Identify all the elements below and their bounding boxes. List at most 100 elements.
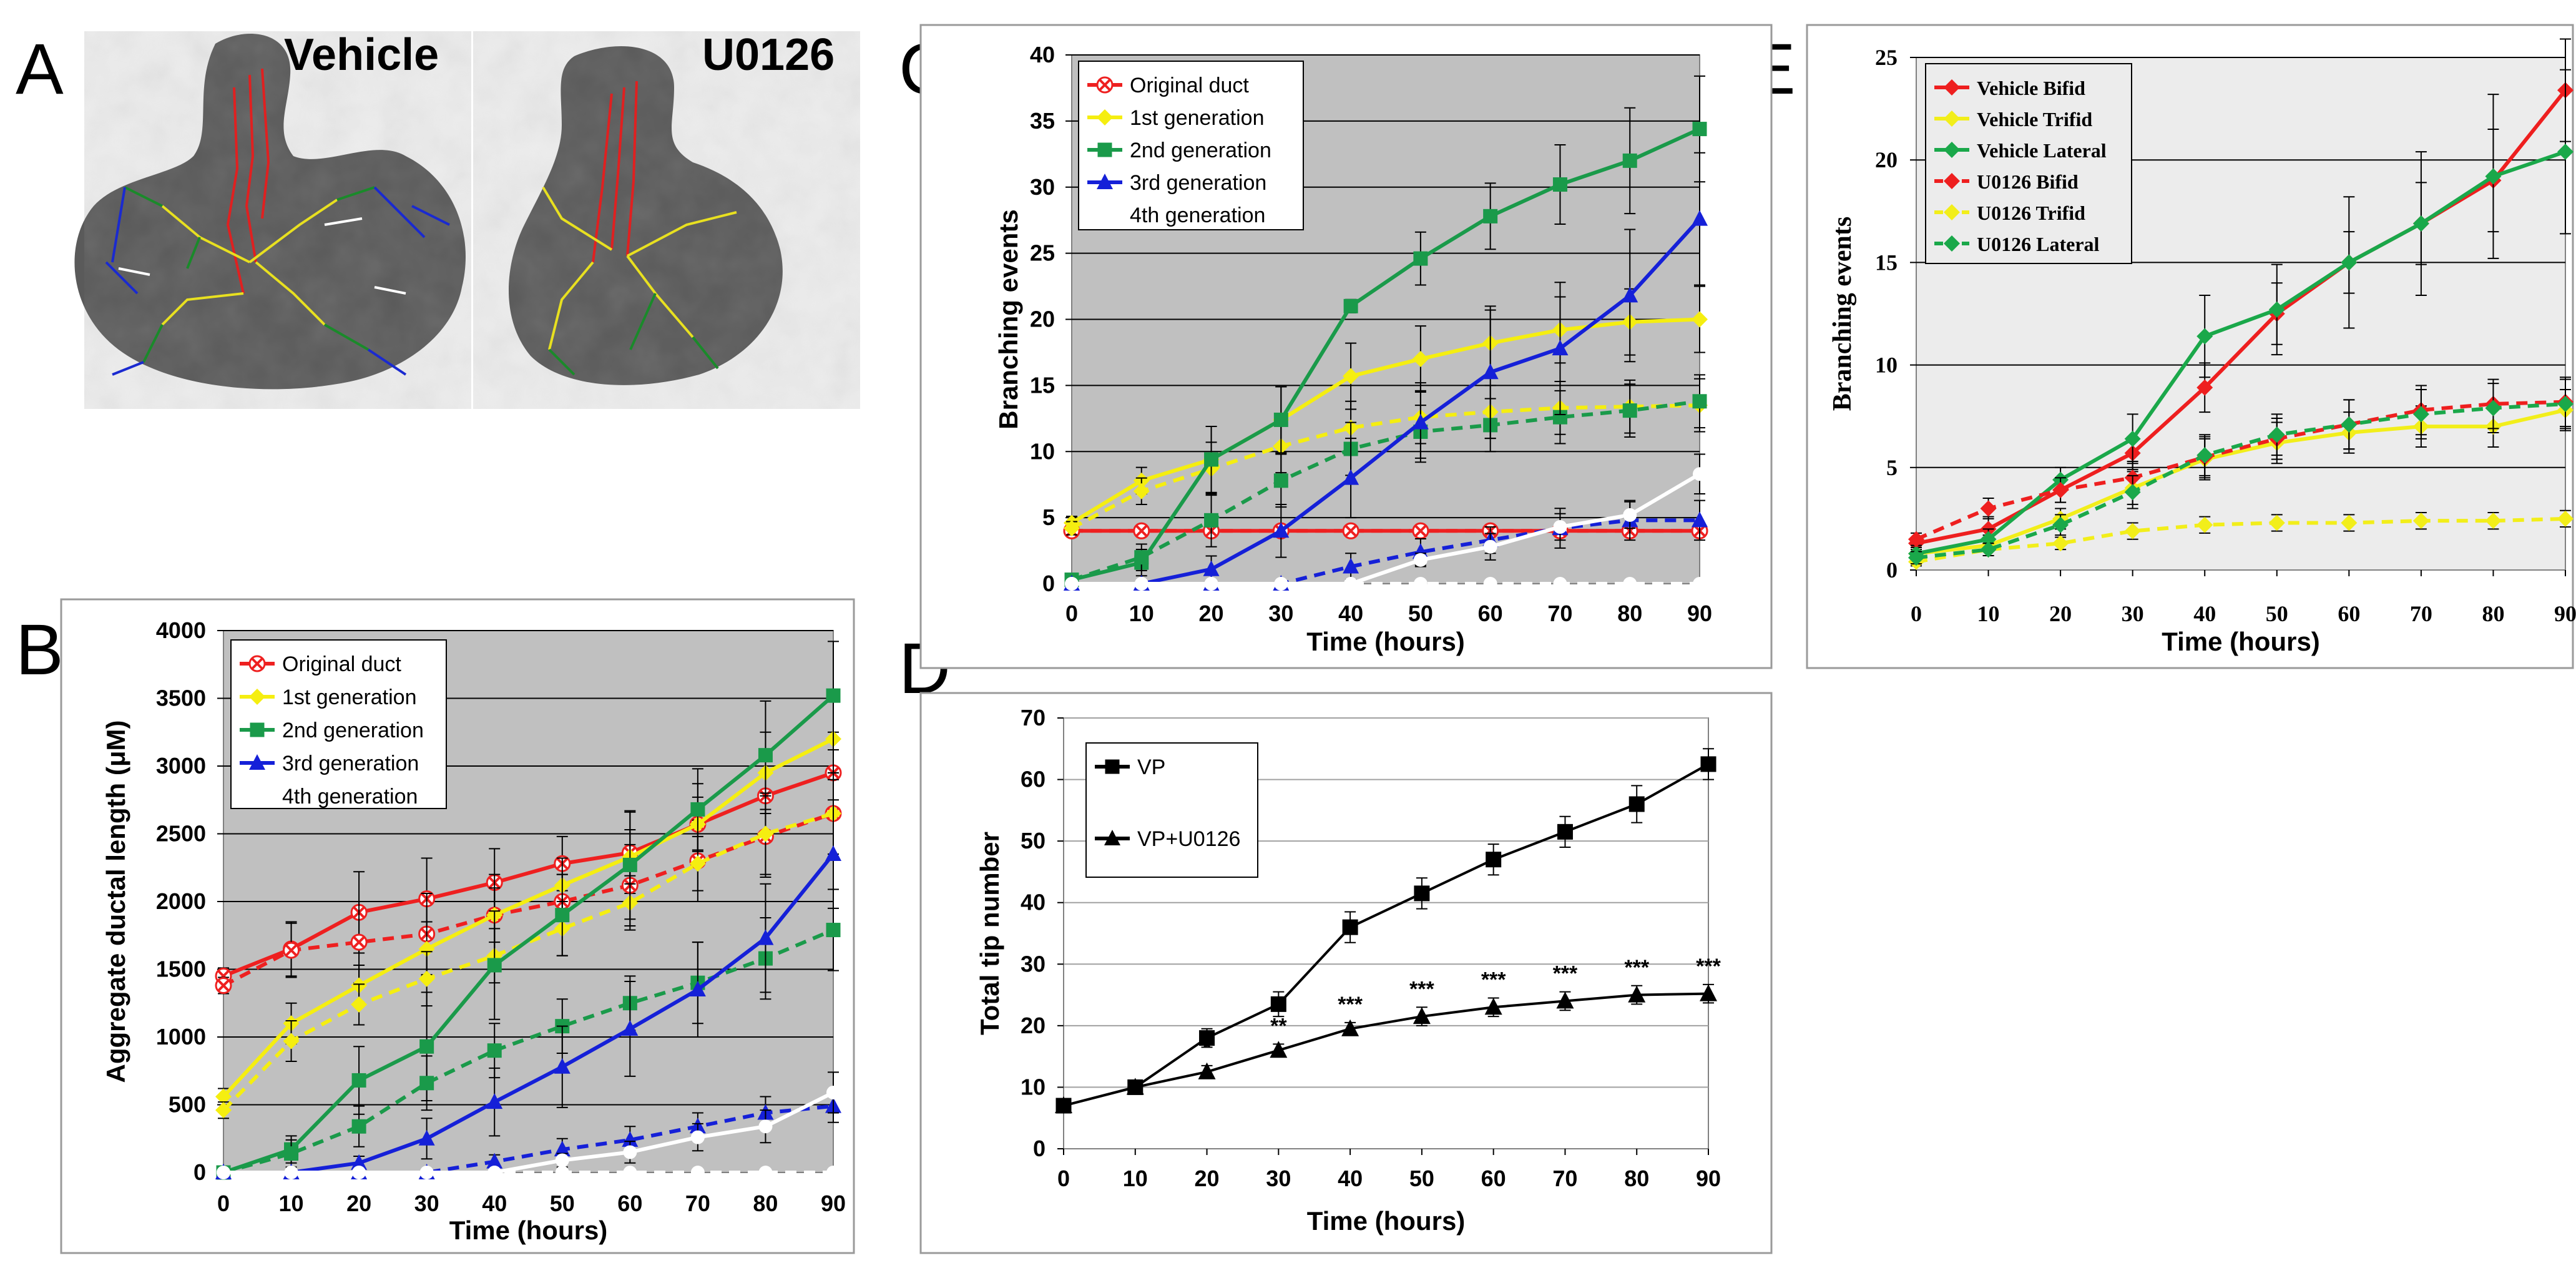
y-tick-label-1500: 1500 <box>156 956 206 982</box>
series-2nd-generation-u0126-err-40 <box>1345 421 1357 476</box>
y-axis-label: Branching events <box>994 209 1023 429</box>
series-2nd-generation-vehicle-line <box>223 694 835 1174</box>
x-tick-label-10: 10 <box>1129 601 1154 626</box>
series-1st-generation-vehicle-err-40 <box>1345 342 1357 410</box>
series-1st-generation-u0126-err-30 <box>421 951 433 1007</box>
series-2nd-generation-u0126-err-30 <box>1275 453 1287 508</box>
series-2nd-generation-vehicle-err-20 <box>353 1046 365 1115</box>
series-1st-generation-vehicle-err-50 <box>556 857 568 913</box>
series-3rd-generation-vehicle-err-30 <box>1275 503 1287 558</box>
series-1st-generation-vehicle-point-40 <box>1343 368 1359 385</box>
series-4th-generation-u0126-point-20 <box>1204 577 1218 591</box>
series-4th-generation-vehicle-err-90 <box>828 1071 839 1114</box>
series-4th-generation-vehicle-point-60 <box>1483 539 1497 554</box>
y-tick-label-0: 0 <box>1886 558 1898 582</box>
series-vp-point-50 <box>1414 885 1430 902</box>
series-vehicle-lateral-err-30 <box>2127 413 2138 465</box>
series-vp-point-40 <box>1342 919 1358 935</box>
series-4th-generation-vehicle-point-80 <box>1623 508 1637 522</box>
series-2nd-generation-u0126-err-80 <box>1624 383 1636 438</box>
series-u0126-lateral-point-10 <box>1980 541 1997 558</box>
significance-40: *** <box>1338 993 1363 1016</box>
y-axis-label: Aggregate ductal length (μM) <box>101 720 130 1083</box>
series-u0126-bifid-err-30 <box>2127 460 2138 495</box>
chart-b-aggregate-ductal-length: 0 500 1000 1500 2000 2500 3000 3500 4000 0 10 20 30 4… <box>60 598 855 1254</box>
series-1st-generation-u0126-line <box>1070 403 1700 530</box>
series-3rd-generation-u0126-point-60 <box>622 1131 639 1147</box>
y-tick-label-60: 60 <box>1021 767 1046 792</box>
legend-marker-original-duct <box>248 655 266 672</box>
x-tick-label-40: 40 <box>2193 601 2216 626</box>
series-3rd-generation-vehicle-point-40 <box>486 1093 503 1109</box>
legend-marker-vehicle-trifid <box>1944 111 1960 127</box>
x-tick-label-40: 40 <box>1338 1166 1363 1191</box>
series-3rd-generation-vehicle-point-70 <box>1552 340 1569 356</box>
legend-label-vehicle-trifid: Vehicle Trifid <box>1977 108 2092 130</box>
series-4th-generation-u0126-point-50 <box>1413 577 1428 591</box>
x-tick-label-0: 0 <box>1057 1166 1070 1191</box>
series-u0126-lateral-point-70 <box>2412 406 2429 423</box>
series-vehicle-bifid-point-40 <box>2196 379 2213 396</box>
series-2nd-generation-u0126-point-90 <box>826 923 841 938</box>
legend-item-vp-u0126: VP+U0126 <box>1095 827 1240 851</box>
y-tick-label-10: 10 <box>1030 438 1055 464</box>
series-1st-generation-vehicle-line <box>1070 317 1700 525</box>
y-tick-label-10: 10 <box>1875 353 1898 378</box>
y-axis-label: Branching events <box>1828 217 1857 411</box>
series-u0126-lateral-point-80 <box>2485 400 2502 416</box>
series-vp-err-80 <box>1631 785 1643 823</box>
series-2nd-generation-vehicle-point-30 <box>419 1039 434 1054</box>
series-2nd-generation-vehicle-point-20 <box>351 1073 366 1088</box>
series-2nd-generation-vehicle-err-30 <box>421 991 433 1101</box>
series-3rd-generation-vehicle-err-80 <box>1624 229 1636 363</box>
x-tick-label-80: 80 <box>1617 601 1642 626</box>
series-u0126-trifid-point-40 <box>2196 516 2213 533</box>
series-2nd-generation-u0126-point-30 <box>419 1076 434 1091</box>
series-4th-generation-vehicle-point-70 <box>1553 519 1567 534</box>
series-4th-generation-u0126-point-90 <box>1693 577 1707 591</box>
series-2nd-generation-vehicle-point-80 <box>1622 153 1637 168</box>
series-vehicle-lateral-line <box>1916 150 2566 556</box>
series-3rd-generation-u0126-point-40 <box>486 1153 503 1169</box>
series-3rd-generation-vehicle-point-20 <box>1203 560 1220 576</box>
series-3rd-generation-u0126-point-40 <box>1343 558 1359 574</box>
series-1st-generation-u0126-point-20 <box>351 996 368 1013</box>
series-u0126-trifid-point-80 <box>2485 513 2502 529</box>
series-4th-generation-u0126-point-60 <box>623 1166 637 1179</box>
legend-marker-1st-generation <box>1097 109 1113 125</box>
series-2nd-generation-vehicle-point-70 <box>1552 177 1567 192</box>
series-vehicle-lateral-err-90 <box>2560 69 2571 235</box>
series-2nd-generation-vehicle-err-80 <box>1624 107 1636 215</box>
y-tick-label-3500: 3500 <box>156 686 206 711</box>
series-2nd-generation-u0126-err-30 <box>421 1055 433 1111</box>
series-vehicle-lateral-point-90 <box>2557 144 2574 160</box>
series-1st-generation-u0126 <box>215 772 841 1119</box>
series-3rd-generation-vehicle-err-40 <box>1345 438 1357 519</box>
y-tick-label-40: 40 <box>1030 42 1055 67</box>
x-axis-label: Time (hours) <box>2162 627 2320 656</box>
series-u0126-lateral-err-40 <box>2199 434 2211 476</box>
y-tick-label-20: 20 <box>1875 147 1898 172</box>
y-tick-label-35: 35 <box>1030 108 1055 134</box>
series-2nd-generation-u0126-point-90 <box>1692 394 1707 409</box>
series-original-duct-vehicle-err-50 <box>556 835 568 892</box>
x-tick-label-30: 30 <box>2122 601 2144 626</box>
series-3rd-generation-vehicle-err-90 <box>1694 152 1705 286</box>
series-original-duct-u0126-point-20 <box>350 933 368 951</box>
legend-label-original-duct: Original duct <box>1130 74 1249 97</box>
series-1st-generation-vehicle-point-30 <box>418 940 435 957</box>
series-original-duct-u0126-err-10 <box>285 922 297 978</box>
legend-label-vehicle-lateral: Vehicle Lateral <box>1977 139 2107 162</box>
legend-marker-u0126-bifid <box>1944 173 1960 189</box>
legend-label-u0126-lateral: U0126 Lateral <box>1977 233 2100 255</box>
x-tick-label-70: 70 <box>1552 1166 1577 1191</box>
series-2nd-generation-vehicle-err-80 <box>760 700 771 810</box>
legend-item-4th-generation: 4th generation <box>1087 204 1265 227</box>
series-4th-generation-u0126-point-20 <box>352 1166 366 1179</box>
legend-box <box>230 639 447 809</box>
series-u0126-lateral-err-70 <box>2415 389 2427 440</box>
y-tick-label-500: 500 <box>169 1092 206 1118</box>
panel-a: A Vehicle <box>16 29 860 409</box>
legend-label-4th-generation: 4th generation <box>282 785 418 809</box>
